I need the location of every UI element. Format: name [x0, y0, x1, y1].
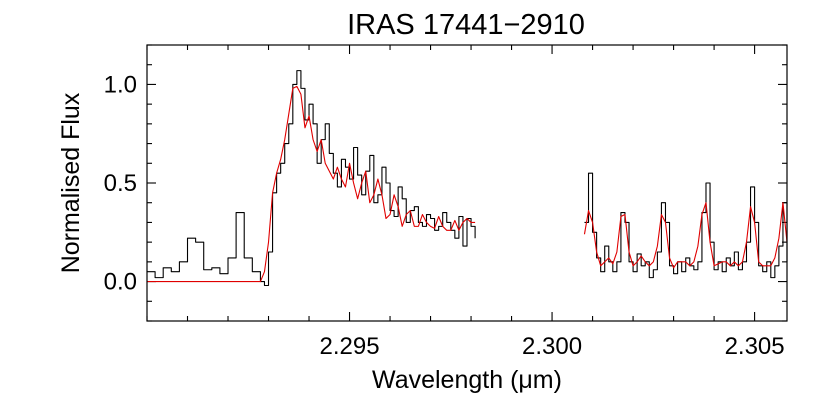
observed-spectrum-segment-1 [147, 70, 476, 287]
plot-frame [146, 44, 788, 322]
x-tick-label: 2.295 [320, 333, 380, 360]
observed-spectrum-segment-2 [584, 172, 788, 279]
y-tick-label: 0.5 [104, 170, 137, 197]
x-tick-label: 2.305 [725, 333, 785, 360]
tick-labels: 2.295 2.300 2.305 0.0 0.5 1.0 [104, 71, 785, 360]
axis-ticks [146, 44, 787, 322]
plot-area [147, 70, 788, 287]
y-tick-label: 0.0 [104, 269, 137, 296]
y-axis-label: Normalised Flux [57, 92, 85, 273]
y-tick-label: 1.0 [104, 71, 137, 98]
model-spectrum-segment-1 [147, 85, 476, 283]
x-tick-label: 2.300 [522, 333, 582, 360]
x-axis-label: Wavelength (μm) [372, 366, 562, 394]
chart-title: IRAS 17441−2910 [347, 9, 585, 41]
model-spectrum-segment-2 [583, 202, 788, 269]
